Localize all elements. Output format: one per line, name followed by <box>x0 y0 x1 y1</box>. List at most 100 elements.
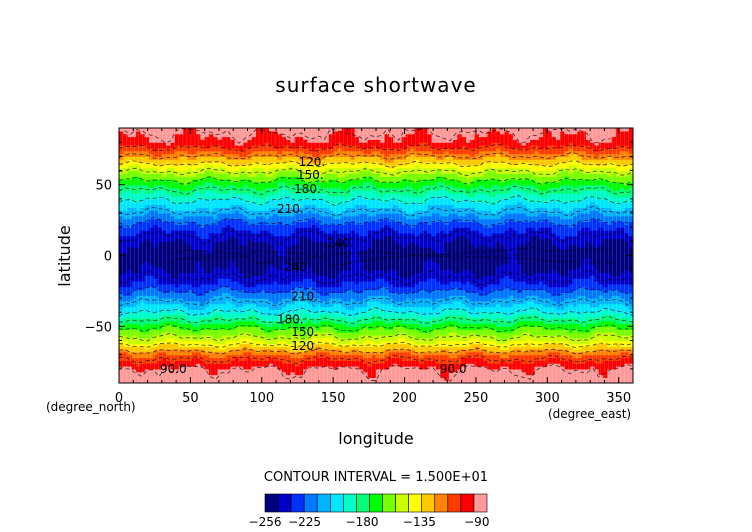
contour-cell <box>555 289 561 293</box>
contour-cell <box>491 360 497 364</box>
contour-cell <box>333 303 339 308</box>
contour-cell <box>517 337 523 342</box>
contour-cell <box>444 306 450 310</box>
contour-cell <box>333 363 339 367</box>
contour-cell <box>153 295 159 299</box>
contour-cell <box>491 283 497 288</box>
contour-cell <box>196 286 201 291</box>
contour-cell <box>273 317 279 322</box>
contour-cell <box>204 292 210 296</box>
contour-cell <box>543 360 548 364</box>
contour-cell <box>568 360 574 364</box>
contour-cell <box>491 286 497 291</box>
contour-cell <box>440 289 446 293</box>
contour-cell <box>470 292 476 296</box>
contour-cell <box>307 377 313 381</box>
contour-cell <box>187 300 193 305</box>
contour-cell <box>363 315 369 319</box>
contour-cell <box>148 306 154 310</box>
contour-cell <box>363 374 369 378</box>
contour-cell <box>294 286 300 291</box>
contour-cell <box>303 351 309 356</box>
contour-cell <box>260 343 266 347</box>
contour-cell <box>337 281 343 285</box>
contour-cell <box>196 354 201 359</box>
contour-cell <box>196 312 201 316</box>
contour-cell <box>320 289 326 293</box>
contour-cell <box>136 278 142 282</box>
contour-cell <box>551 343 557 347</box>
contour-cell <box>328 343 334 347</box>
contour-cell <box>346 303 351 308</box>
contour-cell <box>427 329 433 333</box>
contour-cell <box>410 315 416 319</box>
contour-cell <box>148 303 154 308</box>
contour-cell <box>423 340 428 344</box>
contour-cell <box>624 337 630 342</box>
contour-cell <box>530 298 536 302</box>
contour-cell <box>273 374 279 378</box>
contour-cell <box>307 354 313 359</box>
contour-cell <box>487 292 493 296</box>
contour-cell <box>277 351 283 356</box>
contour-cell <box>217 278 223 282</box>
contour-cell <box>615 371 621 376</box>
contour-cell <box>243 366 249 370</box>
contour-cell <box>444 332 450 336</box>
contour-cell <box>371 366 377 370</box>
contour-cell <box>294 320 300 325</box>
contour-cell <box>525 346 531 350</box>
contour-cell <box>487 371 493 376</box>
contour-cell <box>530 340 536 344</box>
contour-cell <box>598 349 604 353</box>
contour-cell <box>620 312 626 316</box>
contour-cell <box>238 329 244 333</box>
contour-cell <box>303 278 309 282</box>
contour-cell <box>414 300 420 305</box>
contour-cell <box>256 357 261 361</box>
contour-cell <box>380 298 386 302</box>
contour-cell <box>311 312 317 316</box>
contour-cell <box>277 312 283 316</box>
contour-cell <box>405 346 411 350</box>
contour-cell <box>268 292 274 296</box>
contour-cell <box>573 340 578 344</box>
contour-cell <box>457 315 463 319</box>
contour-cell <box>178 337 184 342</box>
contour-cell <box>547 337 553 342</box>
contour-cell <box>131 303 137 308</box>
contour-cell <box>256 306 261 310</box>
contour-cell <box>243 337 249 342</box>
contour-cell <box>127 363 133 367</box>
contour-cell <box>148 349 154 353</box>
contour-cell <box>333 368 339 373</box>
contour-cell <box>247 312 253 316</box>
contour-cell <box>534 312 540 316</box>
contour-cell <box>119 337 124 342</box>
contour-cell <box>371 329 377 333</box>
contour-cell <box>213 363 219 367</box>
contour-cell <box>208 298 214 302</box>
contour-cell <box>513 306 518 310</box>
contour-cell <box>260 323 266 327</box>
contour-cell <box>521 363 527 367</box>
contour-cell <box>316 281 321 285</box>
contour-cell <box>560 368 566 373</box>
contour-cell <box>183 300 189 305</box>
contour-cell <box>256 309 261 313</box>
contour-cell <box>517 368 523 373</box>
contour-cell <box>483 371 488 376</box>
contour-cell <box>581 371 587 376</box>
contour-cell <box>196 337 201 342</box>
contour-cell <box>243 380 249 383</box>
contour-cell <box>213 337 219 342</box>
contour-cell <box>521 320 527 325</box>
contour-cell <box>478 380 484 383</box>
contour-cell <box>594 363 600 367</box>
contour-cell <box>320 349 326 353</box>
contour-cell <box>204 312 210 316</box>
contour-cell <box>144 315 150 319</box>
contour-cell <box>183 326 189 330</box>
contour-cell <box>380 312 386 316</box>
contour-cell <box>140 334 146 339</box>
